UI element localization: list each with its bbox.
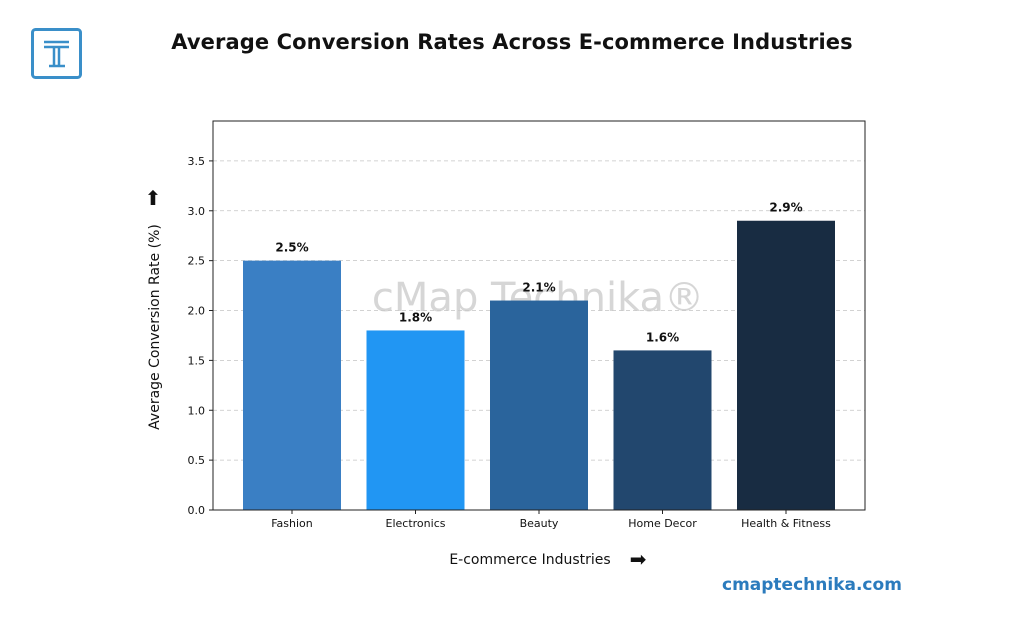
- bar-electronics: [366, 330, 465, 510]
- bar-fashion: [243, 260, 341, 510]
- y-axis-arrow-icon: ⬆: [145, 186, 162, 210]
- y-tick-label: 3.5: [188, 155, 206, 168]
- website-link[interactable]: cmaptechnika.com: [722, 575, 902, 595]
- y-tick-label: 2.0: [188, 305, 206, 318]
- y-tick-label: 2.5: [188, 255, 206, 268]
- x-tick-label: Home Decor: [628, 517, 697, 530]
- y-axis-label: Average Conversion Rate (%): [147, 224, 163, 430]
- cmap-technika-logo: [31, 28, 82, 79]
- x-tick-label: Beauty: [520, 517, 559, 530]
- x-axis-arrow-icon: ➡: [630, 547, 647, 571]
- bar-health-fitness: [737, 220, 835, 510]
- y-tick-label: 0.0: [188, 504, 206, 517]
- data-label: 2.9%: [769, 201, 802, 215]
- bar-home-decor: [613, 350, 712, 510]
- data-label: 1.8%: [399, 310, 432, 324]
- bars: [243, 220, 835, 510]
- x-axis-label: E-commerce Industries: [449, 552, 610, 568]
- data-labels: 2.5% 1.8% 2.1% 1.6% 2.9%: [275, 201, 802, 345]
- data-label: 1.6%: [646, 330, 679, 344]
- chart-title: Average Conversion Rates Across E-commer…: [171, 30, 853, 54]
- data-label: 2.5%: [275, 241, 308, 255]
- y-tick-label: 1.5: [188, 354, 206, 367]
- y-tick-label: 0.5: [188, 454, 206, 467]
- bar-beauty: [490, 300, 588, 510]
- logo-t-mark-icon: [44, 40, 69, 68]
- x-axis-ticks: Fashion Electronics Beauty Home Decor Health…: [271, 510, 831, 530]
- x-tick-label: Fashion: [271, 517, 313, 530]
- y-tick-label: 1.0: [188, 404, 206, 417]
- data-label: 2.1%: [522, 281, 555, 295]
- x-tick-label: Health & Fitness: [741, 517, 831, 530]
- x-tick-label: Electronics: [386, 517, 446, 530]
- y-axis-ticks: 0.0 0.5 1.0 1.5 2.0 2.5 3.0 3.5: [188, 155, 213, 517]
- y-tick-label: 3.0: [188, 205, 206, 218]
- logo-frame: [31, 28, 82, 79]
